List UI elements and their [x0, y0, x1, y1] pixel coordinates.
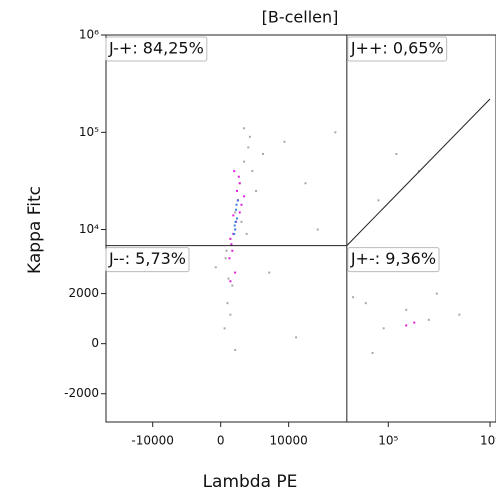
- dot: [234, 220, 237, 223]
- dot: [234, 211, 237, 214]
- dot: [228, 257, 231, 260]
- dot: [243, 195, 246, 198]
- x-tick-label: 10⁶: [480, 434, 496, 448]
- dot: [382, 327, 385, 330]
- dot: [226, 302, 229, 305]
- chart-title: [B-cellen]: [262, 8, 339, 27]
- dot: [233, 170, 236, 173]
- dot: [235, 189, 238, 192]
- y-tick-label: 10⁵: [79, 125, 99, 139]
- dot: [255, 189, 258, 192]
- y-tick-label: 10⁶: [79, 28, 99, 42]
- dot: [234, 271, 237, 274]
- dot: [225, 249, 228, 252]
- dot: [235, 208, 238, 211]
- plot-frame: [105, 34, 496, 423]
- x-tick-label: 10000: [270, 434, 308, 448]
- dot: [235, 203, 238, 206]
- dot: [238, 182, 241, 185]
- dot: [435, 292, 438, 295]
- dot: [224, 257, 227, 260]
- dot: [427, 318, 430, 321]
- dot: [417, 170, 420, 173]
- dot: [236, 199, 239, 202]
- dot: [247, 146, 250, 149]
- quadrant-label-box: [105, 36, 208, 62]
- gate-diagonal: [346, 98, 491, 246]
- dot: [231, 249, 234, 252]
- dot: [352, 296, 355, 299]
- y-axis-label: Kappa Fitc: [25, 186, 45, 274]
- dot: [238, 211, 241, 214]
- dot: [237, 175, 240, 178]
- quadrant-label: J++: 0,65%: [350, 39, 444, 58]
- dot: [248, 135, 251, 138]
- dot: [405, 324, 408, 327]
- y-tick-label: 2000: [68, 286, 99, 300]
- x-tick-label: 0: [217, 434, 225, 448]
- dot: [240, 203, 243, 206]
- y-tick-label: -2000: [64, 386, 99, 400]
- dot: [316, 228, 319, 231]
- quadrant-label: J-+: 84,25%: [108, 39, 204, 58]
- dot: [283, 140, 286, 143]
- dot: [234, 348, 237, 351]
- dot: [223, 327, 226, 330]
- dot: [364, 302, 367, 305]
- dot: [243, 160, 246, 163]
- dot: [234, 228, 237, 231]
- dot: [334, 131, 337, 134]
- dot: [458, 313, 461, 316]
- dot: [214, 266, 217, 269]
- y-tick-label: 10⁴: [79, 222, 99, 236]
- x-axis-label: Lambda PE: [203, 472, 298, 492]
- dot: [251, 170, 254, 173]
- quadrant-label-box: [347, 247, 440, 273]
- dot: [395, 152, 398, 155]
- dot: [405, 308, 408, 311]
- dot: [233, 224, 236, 227]
- quadrant-label: J+-: 9,36%: [350, 249, 436, 268]
- x-tick-label: -10000: [131, 434, 174, 448]
- dot: [371, 351, 374, 354]
- dot: [232, 214, 235, 217]
- dot: [230, 243, 233, 246]
- dot: [240, 220, 243, 223]
- dot: [227, 277, 230, 280]
- dot: [231, 284, 234, 287]
- dot: [233, 232, 236, 235]
- dot: [377, 199, 380, 202]
- dot: [261, 152, 264, 155]
- dot: [229, 313, 232, 316]
- dot: [413, 321, 416, 324]
- dot: [295, 336, 298, 339]
- quadrant-label-box: [347, 36, 448, 62]
- dot: [229, 280, 232, 283]
- dot: [243, 127, 246, 130]
- dot: [235, 217, 238, 220]
- dot: [304, 182, 307, 185]
- dot: [245, 232, 248, 235]
- y-tick-label: 0: [91, 336, 99, 350]
- quadrant-label-box: [105, 247, 190, 273]
- dot: [268, 271, 271, 274]
- quadrant-label: J--: 5,73%: [108, 249, 186, 268]
- x-tick-label: 10⁵: [378, 434, 398, 448]
- dot: [229, 237, 232, 240]
